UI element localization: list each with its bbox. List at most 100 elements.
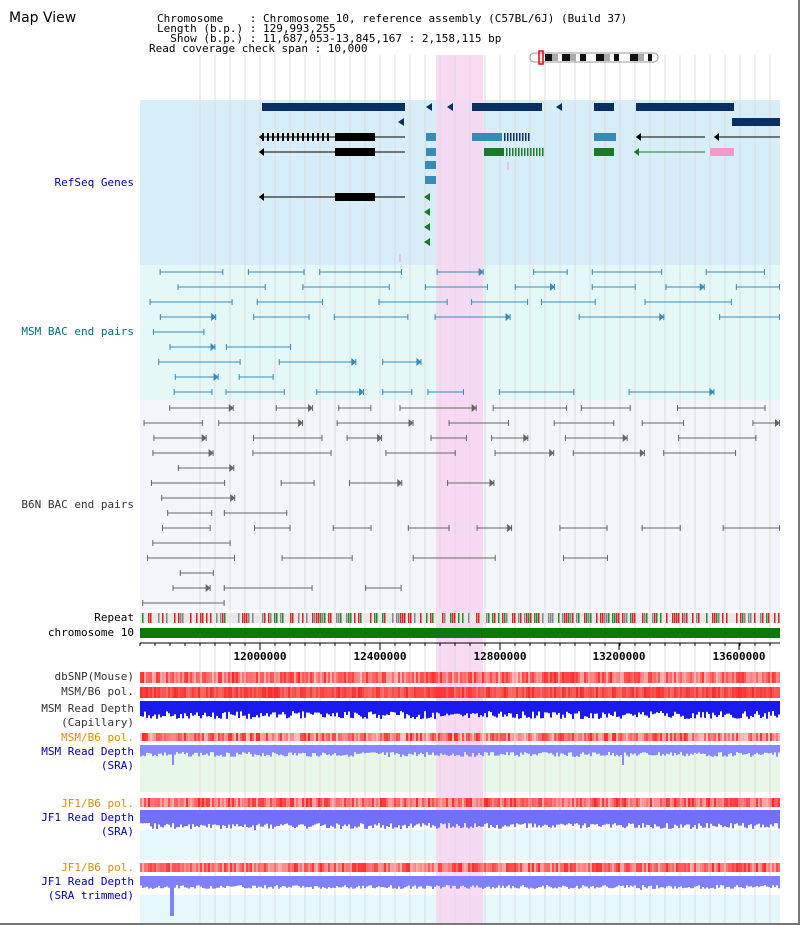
bac-end xyxy=(735,284,737,290)
depth-bar xyxy=(768,876,770,887)
heat-cell xyxy=(194,687,196,698)
heat-cell xyxy=(602,863,604,872)
heat-cell xyxy=(516,798,518,807)
heat-cell xyxy=(354,733,356,741)
heat-cell xyxy=(400,733,402,741)
depth-bar xyxy=(584,701,586,717)
depth-bar xyxy=(242,810,244,827)
depth-bar xyxy=(196,745,198,753)
depth-bar xyxy=(590,745,592,757)
bac-end xyxy=(427,389,429,395)
heat-cell xyxy=(722,687,724,698)
heat-cell xyxy=(340,863,342,872)
heat-cell xyxy=(510,863,512,872)
gene-exon xyxy=(317,133,319,141)
depth-bar xyxy=(732,745,734,757)
heat-cell xyxy=(372,687,374,698)
axis-tick-label: 12400000 xyxy=(354,650,407,663)
depth-bar xyxy=(536,745,538,756)
heat-cell xyxy=(544,863,546,872)
depth-bar xyxy=(678,701,680,714)
depth-bar xyxy=(178,810,180,828)
heat-cell xyxy=(374,733,376,741)
gene-exon xyxy=(335,193,375,201)
heat-cell xyxy=(666,863,668,872)
depth-bar xyxy=(516,810,518,824)
depth-bar xyxy=(268,701,270,717)
gene-exon xyxy=(312,133,314,141)
show-range-info: Show (b.p.) : 11,687,053-13,845,167 : 2,… xyxy=(157,32,502,45)
gene-exon xyxy=(484,148,504,156)
heat-cell xyxy=(338,863,340,872)
depth-bar xyxy=(310,745,312,757)
depth-bar xyxy=(504,876,506,889)
heat-cell xyxy=(260,798,262,807)
heat-cell xyxy=(398,798,400,807)
heat-cell xyxy=(584,733,586,741)
depth-bar xyxy=(450,745,452,756)
heat-cell xyxy=(680,687,682,698)
heat-cell xyxy=(288,687,290,698)
heat-cell xyxy=(544,798,546,807)
heat-cell xyxy=(462,733,464,741)
depth-bar xyxy=(646,876,648,889)
depth-bar xyxy=(274,745,276,754)
heat-cell xyxy=(300,733,302,741)
depth-bar xyxy=(488,810,490,829)
heat-cell xyxy=(728,672,730,683)
heat-cell xyxy=(410,733,412,741)
heat-cell xyxy=(406,672,408,683)
heat-cell xyxy=(440,733,442,741)
gene-arrow xyxy=(259,148,264,156)
depth-bar xyxy=(300,745,302,754)
heat-cell xyxy=(560,863,562,872)
heat-cell xyxy=(606,733,608,741)
depth-bar xyxy=(142,876,144,888)
heat-cell xyxy=(290,798,292,807)
repeat-element xyxy=(748,613,750,623)
depth-bar xyxy=(482,810,484,827)
heat-cell xyxy=(288,863,290,872)
heat-cell xyxy=(324,798,326,807)
heat-cell xyxy=(424,687,426,698)
depth-bar xyxy=(454,810,456,828)
heat-cell xyxy=(238,687,240,698)
depth-bar xyxy=(774,810,776,824)
heat-cell xyxy=(376,863,378,872)
repeat-element xyxy=(142,613,144,623)
depth-bar xyxy=(664,745,666,756)
bac-end xyxy=(223,510,225,516)
depth-bar xyxy=(442,876,444,888)
heat-cell xyxy=(598,672,600,683)
heat-cell xyxy=(612,863,614,872)
heat-cell xyxy=(314,798,316,807)
depth-bar xyxy=(240,745,242,755)
depth-bar xyxy=(302,810,304,825)
heat-cell xyxy=(662,687,664,698)
bac-end xyxy=(779,525,780,531)
depth-bar xyxy=(428,876,430,886)
heat-cell xyxy=(262,798,264,807)
heat-cell xyxy=(610,798,612,807)
heat-cell xyxy=(476,687,478,698)
heat-cell xyxy=(504,863,506,872)
heat-cell xyxy=(262,687,264,698)
heat-cell xyxy=(146,687,148,698)
heat-cell xyxy=(776,672,778,683)
depth-bar xyxy=(678,876,680,888)
heat-cell xyxy=(380,687,382,698)
heat-cell xyxy=(518,798,520,807)
heat-cell xyxy=(654,733,656,741)
ideogram-band xyxy=(648,54,652,61)
depth-bar xyxy=(756,701,758,712)
heat-cell xyxy=(740,733,742,741)
depth-bar xyxy=(614,876,616,888)
depth-bar xyxy=(756,876,758,887)
heat-cell xyxy=(464,798,466,807)
bac-end xyxy=(174,374,176,380)
depth-bar xyxy=(578,876,580,889)
heat-cell xyxy=(460,687,462,698)
depth-bar xyxy=(616,745,618,755)
repeat-element xyxy=(642,613,644,623)
